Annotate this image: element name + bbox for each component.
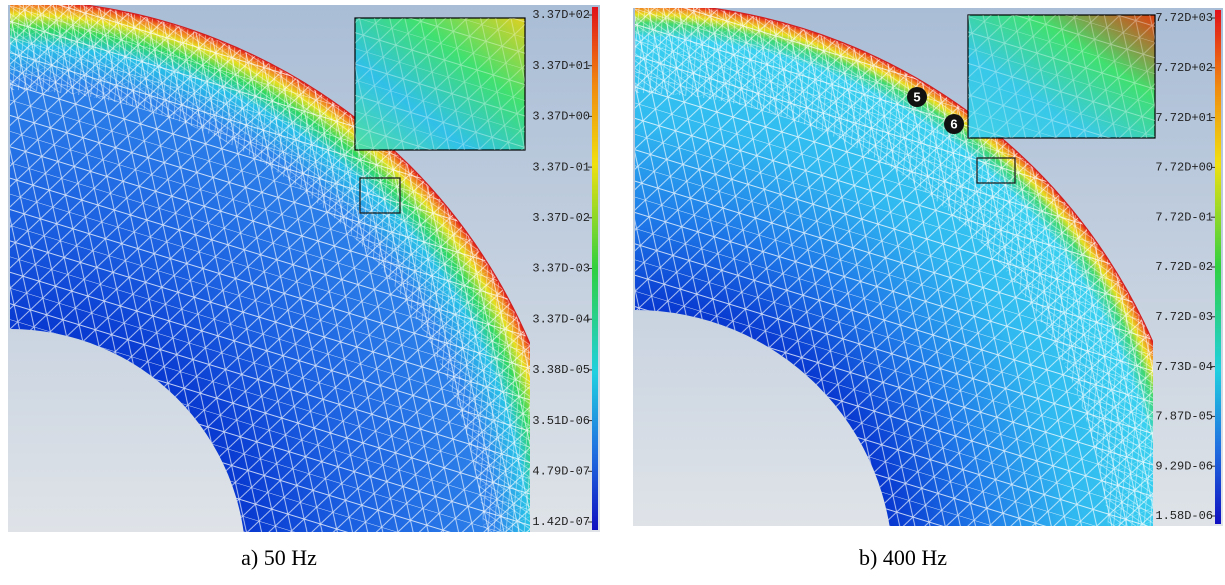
caption: a) 50 Hz [241,545,317,570]
colorbar-label: 3.37D+02 [532,8,590,22]
colorbar-label: 3.37D-02 [532,211,590,225]
marker [944,114,964,134]
inset-mesh [355,18,525,150]
colorbar-label: 3.37D-04 [532,312,590,326]
marker [907,87,927,107]
colorbar-label: 7.87D-05 [1155,410,1213,424]
rim [79,5,530,346]
panel: 3.37D+02 3.37D+01 3.37D+00 3.37D-01 3.37D-02… [8,5,600,532]
caption: b) 400 Hz [859,545,947,570]
zoom-box [976,157,1016,184]
mesh [10,5,530,532]
colorbar-label: 7.72D+02 [1155,61,1213,75]
mesh-fine [10,5,530,532]
colorbar-label: 7.72D-03 [1155,310,1213,324]
colorbar [592,7,598,530]
mesh [635,8,1153,526]
colorbar-label: 7.73D-04 [1155,360,1213,374]
colorbar-label: 7.72D+01 [1155,111,1213,125]
colorbar-label: 7.72D-01 [1155,210,1213,224]
colorbar-label: 3.37D-01 [532,160,590,174]
colorbar-label: 1.42D-07 [532,515,590,529]
colorbar-label: 7.72D+00 [1155,161,1213,175]
mesh-fine [635,8,1153,526]
colorbar-label: 3.37D-03 [532,262,590,276]
colorbar-label: 9.29D-06 [1155,459,1213,473]
inset-mesh [968,15,1155,138]
colorbar-label: 1.58D-06 [1155,509,1213,523]
marker-label: 6 [950,117,957,132]
domain [10,5,530,532]
rim [704,8,1153,345]
colorbar-label: 3.51D-06 [532,414,590,428]
colorbar-label: 4.79D-07 [532,464,590,478]
colorbar-label: 7.72D+03 [1155,11,1213,25]
colorbar-label: 7.72D-02 [1155,260,1213,274]
panel: 7.72D+03 7.72D+02 7.72D+01 7.72D+00 7.72D-01… [633,8,1223,526]
domain [635,8,1153,526]
zoom-box [359,177,401,214]
marker-label: 5 [913,90,920,105]
colorbar [1215,10,1221,524]
colorbar-label: 3.38D-05 [532,363,590,377]
colorbar-label: 3.37D+00 [532,110,590,124]
colorbar-label: 3.37D+01 [532,59,590,73]
